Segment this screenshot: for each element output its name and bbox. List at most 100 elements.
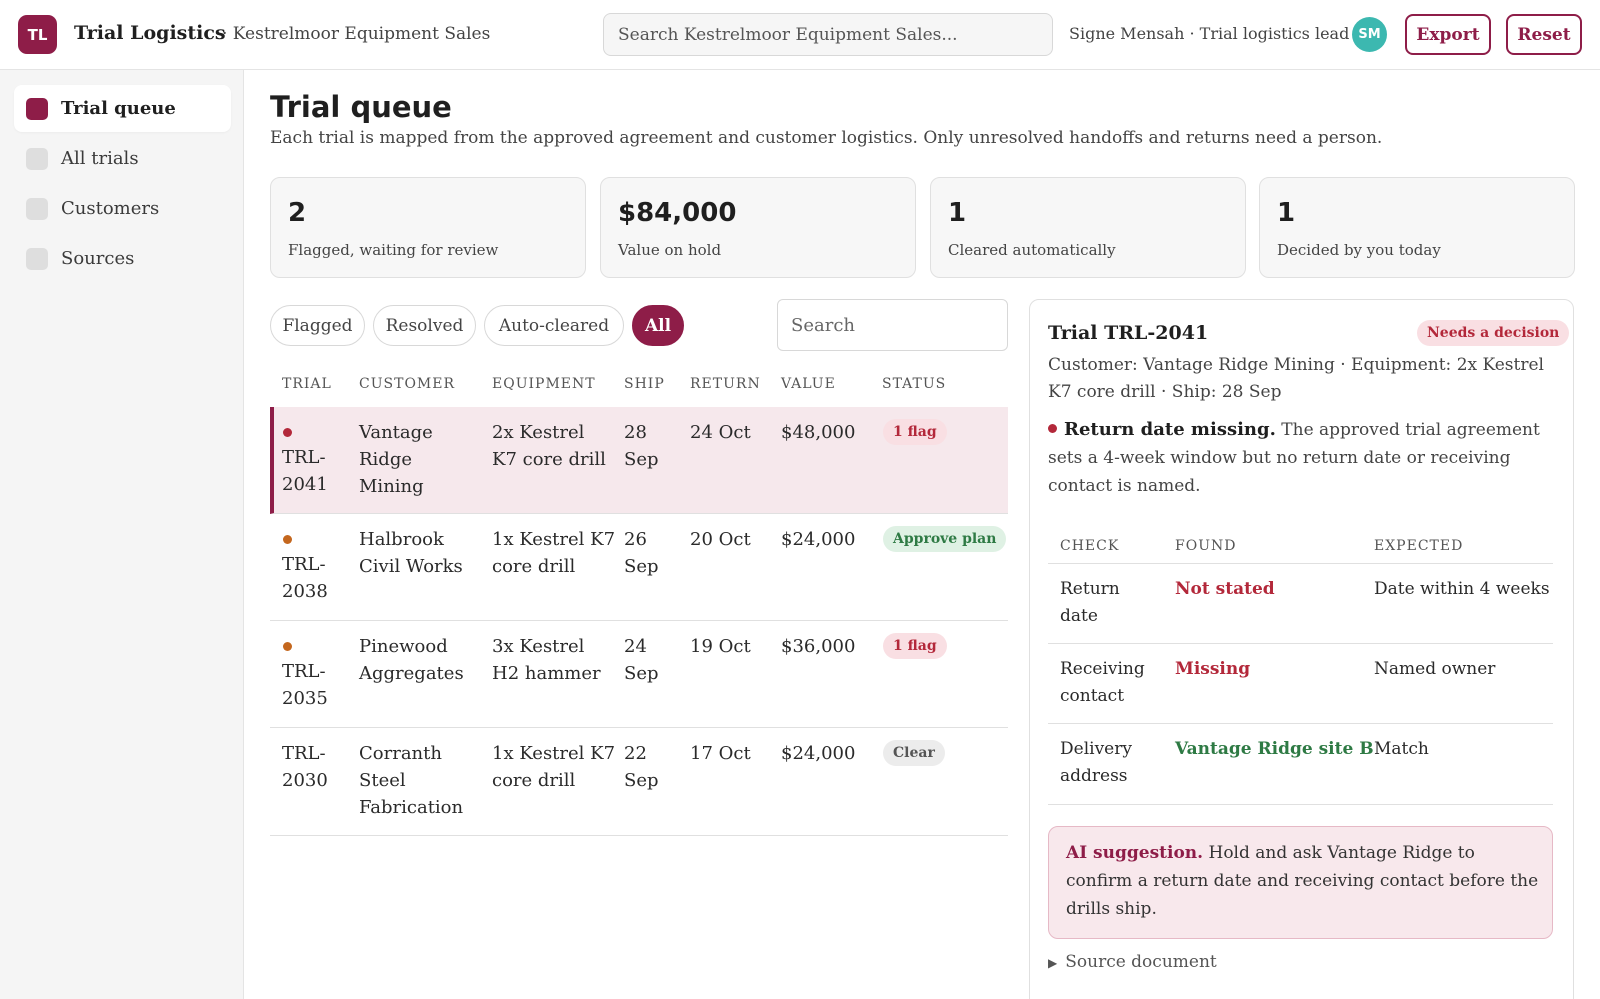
value-cell: $24,000 — [781, 529, 856, 550]
trial-id: TRL- 2035 — [282, 633, 328, 712]
sidebar: Trial queue All trials Customers Sources — [0, 70, 244, 999]
filter-all[interactable]: All — [632, 305, 684, 346]
source-document-label: Source document — [1065, 952, 1217, 972]
column-header-equipment[interactable]: EQUIPMENT — [492, 376, 596, 392]
stat-label: Flagged, waiting for review — [288, 241, 499, 259]
sidebar-item-trial-queue[interactable]: Trial queue — [14, 85, 231, 132]
return-cell: 20 Oct — [690, 529, 751, 550]
page-title: Trial queue — [270, 90, 452, 124]
expected-column-header: EXPECTED — [1374, 538, 1464, 554]
customer-cell: Halbrook Civil Works — [359, 529, 463, 577]
check-expected: Match — [1374, 739, 1429, 759]
trial-id: TRL- 2041 — [282, 419, 328, 498]
check-row: Delivery address Vantage Ridge site B Ma… — [1048, 723, 1553, 805]
filter-resolved[interactable]: Resolved — [373, 305, 476, 346]
column-header-customer[interactable]: CUSTOMER — [359, 376, 456, 392]
nav-square-icon — [26, 247, 48, 270]
column-header-return[interactable]: RETURN — [690, 376, 761, 392]
ai-suggestion-box: AI suggestion. Hold and ask Vantage Ridg… — [1048, 826, 1553, 939]
check-row: Return date Not stated Date within 4 wee… — [1048, 563, 1553, 643]
user-name-role: Signe Mensah · Trial logistics lead — [1069, 24, 1350, 43]
ai-suggestion-text: AI suggestion. Hold and ask Vantage Ridg… — [1066, 839, 1540, 923]
ai-suggestion-label: AI suggestion. — [1066, 843, 1204, 863]
found-column-header: FOUND — [1175, 538, 1237, 554]
flag-dot-icon — [1048, 424, 1057, 433]
table-search-input[interactable] — [777, 299, 1008, 351]
customer-cell: Pinewood Aggregates — [359, 636, 464, 684]
return-cell: 19 Oct — [690, 636, 751, 657]
return-cell: 17 Oct — [690, 743, 751, 764]
disclosure-triangle-icon: ▶ — [1048, 956, 1058, 970]
check-expected: Named owner — [1374, 659, 1496, 679]
status-badge: Clear — [883, 740, 945, 766]
source-document-toggle[interactable]: ▶ Source document — [1048, 952, 1217, 972]
ship-cell: 26 Sep — [624, 529, 659, 577]
stat-value: 1 — [948, 198, 967, 228]
table-row[interactable]: TRL- 2041 Vantage Ridge Mining 2x Kestre… — [270, 407, 1008, 514]
stat-label: Cleared automatically — [948, 241, 1116, 259]
flag-dot-icon — [283, 428, 292, 437]
issue-title: Return date missing. — [1064, 419, 1276, 440]
value-cell: $24,000 — [781, 743, 856, 764]
value-cell: $48,000 — [781, 422, 856, 443]
warning-dot-icon — [283, 535, 292, 544]
app-logo: TL — [18, 15, 57, 54]
return-cell: 24 Oct — [690, 422, 751, 443]
equipment-cell: 3x Kestrel H2 hammer — [492, 636, 601, 684]
value-cell: $36,000 — [781, 636, 856, 657]
issue-summary: Return date missing. The approved trial … — [1048, 416, 1553, 500]
table-row[interactable]: TRL- 2038 Halbrook Civil Works 1x Kestre… — [270, 514, 1008, 621]
trial-id: TRL- 2030 — [282, 743, 328, 791]
check-found: Not stated — [1175, 579, 1275, 599]
sidebar-item-customers[interactable]: Customers — [14, 185, 231, 232]
sidebar-item-label: Customers — [61, 198, 160, 219]
filter-auto-cleared[interactable]: Auto-cleared — [484, 305, 624, 346]
table-row[interactable]: TRL- 2035 Pinewood Aggregates 3x Kestrel… — [270, 621, 1008, 728]
customer-cell: Vantage Ridge Mining — [359, 422, 433, 497]
column-header-ship[interactable]: SHIP — [624, 376, 665, 392]
sidebar-item-label: Sources — [61, 248, 135, 269]
sidebar-item-all-trials[interactable]: All trials — [14, 135, 231, 182]
stat-value: $84,000 — [618, 198, 737, 228]
nav-square-icon — [26, 197, 48, 220]
sidebar-item-sources[interactable]: Sources — [14, 235, 231, 282]
check-name: Return date — [1060, 579, 1120, 626]
filter-flagged[interactable]: Flagged — [270, 305, 365, 346]
ship-cell: 22 Sep — [624, 743, 659, 791]
equipment-cell: 1x Kestrel K7 core drill — [492, 743, 616, 791]
detail-title: Trial TRL-2041 — [1048, 322, 1209, 344]
stat-label: Value on hold — [618, 241, 722, 259]
ship-cell: 24 Sep — [624, 636, 659, 684]
export-button[interactable]: Export — [1405, 14, 1491, 55]
reset-button[interactable]: Reset — [1506, 14, 1582, 55]
warning-dot-icon — [283, 642, 292, 651]
ai-suggestion-body: Hold and ask Vantage Ridge to confirm a … — [1066, 843, 1539, 919]
global-search-input[interactable] — [603, 13, 1053, 56]
nav-square-icon — [26, 97, 48, 120]
stat-card-flagged: 2 Flagged, waiting for review — [270, 177, 586, 278]
column-header-trial[interactable]: TRIAL — [282, 376, 332, 392]
detail-meta: Customer: Vantage Ridge Mining · Equipme… — [1048, 355, 1544, 402]
organization-name: · Kestrelmoor Equipment Sales — [222, 24, 491, 44]
avatar[interactable]: SM — [1352, 17, 1387, 52]
customer-cell: Corranth Steel Fabrication — [359, 743, 464, 818]
status-badge: 1 flag — [883, 419, 947, 445]
status-badge: 1 flag — [883, 633, 947, 659]
stat-card-value-on-hold: $84,000 Value on hold — [600, 177, 916, 278]
status-badge: Approve plan — [883, 526, 1007, 552]
sidebar-item-label: Trial queue — [61, 98, 176, 119]
check-found: Missing — [1175, 659, 1251, 679]
check-column-header: CHECK — [1060, 538, 1120, 554]
check-name: Delivery address — [1060, 739, 1132, 786]
trial-detail-panel: Trial TRL-2041 Needs a decision Customer… — [1029, 299, 1574, 999]
table-row[interactable]: TRL- 2030 Corranth Steel Fabrication 1x … — [270, 728, 1008, 836]
check-found: Vantage Ridge site B — [1175, 739, 1374, 759]
decision-badge: Needs a decision — [1417, 320, 1570, 346]
column-header-value[interactable]: VALUE — [781, 376, 836, 392]
stat-value: 1 — [1277, 198, 1296, 228]
check-expected: Date within 4 weeks — [1374, 579, 1550, 599]
check-name: Receiving contact — [1060, 659, 1145, 706]
equipment-cell: 2x Kestrel K7 core drill — [492, 422, 606, 470]
sidebar-item-label: All trials — [61, 148, 139, 169]
column-header-status[interactable]: STATUS — [882, 376, 947, 392]
